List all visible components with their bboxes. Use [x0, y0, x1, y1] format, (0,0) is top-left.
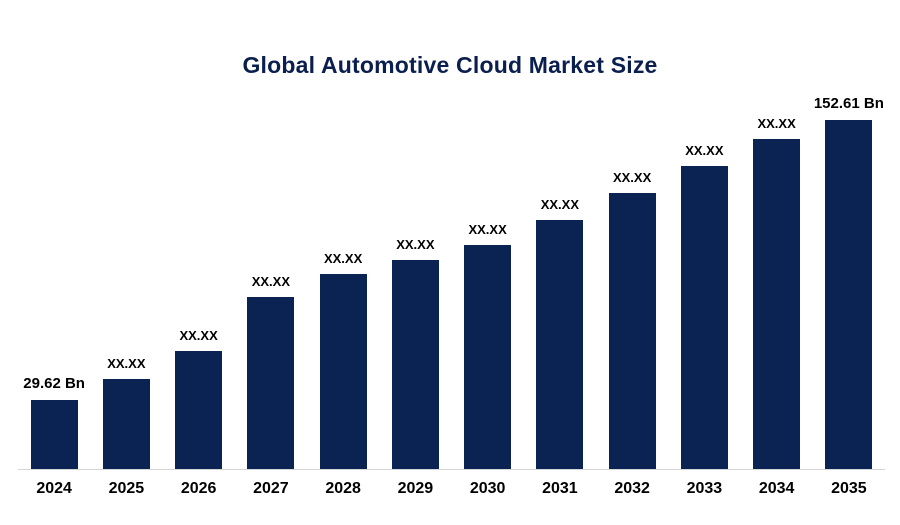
- x-axis-label: 2024: [36, 480, 72, 497]
- bar-value-label: XX.XX: [396, 236, 435, 252]
- bar-value-label: XX.XX: [251, 274, 291, 290]
- bar-column: XX.XX: [307, 95, 379, 469]
- x-axis-label: 2033: [686, 480, 723, 497]
- bar-column: XX.XX: [90, 95, 162, 469]
- x-axis-label: 2026: [180, 480, 217, 497]
- bar: [247, 297, 295, 469]
- bar-chart: 29.62 Bn XX.XX XX.XX XX.XX XX.XX XX.XX XX.XX XX…: [18, 95, 885, 470]
- x-axis: 2024 2025 2026 2027 2028 2029 2030 2031 2032 2033…: [18, 480, 885, 498]
- bar-column: XX.XX: [668, 95, 740, 469]
- bar-column: XX.XX: [524, 95, 596, 469]
- bar-column: XX.XX: [741, 95, 813, 469]
- bar-column: XX.XX: [452, 95, 524, 469]
- bar-value-label: XX.XX: [757, 116, 796, 132]
- bar-value-label: XX.XX: [685, 143, 724, 159]
- bar-value-label: XX.XX: [540, 197, 580, 213]
- bar: [30, 399, 78, 469]
- bar: [536, 220, 584, 469]
- x-axis-label: 2029: [397, 480, 434, 497]
- bar-value-label: XX.XX: [179, 327, 218, 343]
- x-axis-label: 2034: [758, 480, 795, 497]
- x-axis-label: 2032: [614, 480, 650, 497]
- bar: [753, 139, 801, 469]
- bar-column: 29.62 Bn: [18, 95, 90, 469]
- bar-value-label: XX.XX: [612, 170, 652, 186]
- x-axis-label: 2027: [253, 480, 289, 497]
- bar: [680, 166, 728, 469]
- x-axis-label: 2031: [542, 480, 578, 497]
- bar-column: XX.XX: [163, 95, 235, 469]
- bar-column: 152.61 Bn: [813, 95, 885, 469]
- bar-column: XX.XX: [235, 95, 307, 469]
- bar-column: XX.XX: [596, 95, 668, 469]
- bar-value-label: XX.XX: [107, 356, 146, 372]
- x-axis-label: 2030: [469, 480, 506, 497]
- bar: [175, 350, 223, 469]
- x-axis-label: 2028: [325, 480, 361, 497]
- bar: [825, 120, 873, 469]
- chart-title: Global Automotive Cloud Market Size: [242, 52, 658, 78]
- bar-value-label: 152.61 Bn: [813, 95, 884, 112]
- bar-value-label: XX.XX: [323, 250, 363, 266]
- bar-value-label: 29.62 Bn: [23, 374, 85, 392]
- x-axis-label: 2035: [831, 480, 867, 497]
- bar: [319, 273, 367, 469]
- x-axis-label: 2025: [108, 480, 145, 497]
- bar: [391, 259, 439, 469]
- bar: [464, 244, 512, 469]
- bar: [608, 193, 656, 469]
- bar-value-label: XX.XX: [468, 221, 507, 237]
- bar: [102, 379, 150, 469]
- bar-column: XX.XX: [379, 95, 451, 469]
